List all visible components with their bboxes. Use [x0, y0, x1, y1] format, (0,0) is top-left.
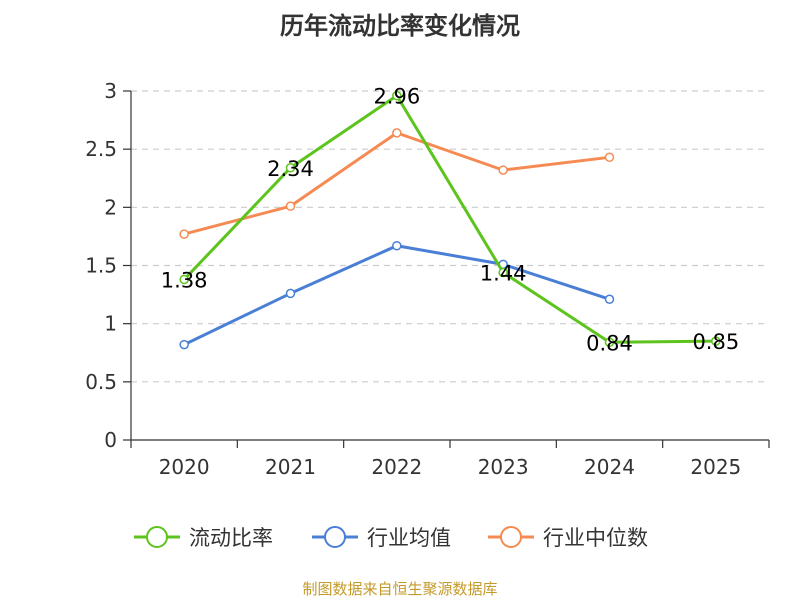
series-line: [183, 94, 716, 344]
legend-label: 行业中位数: [543, 526, 648, 550]
data-label: 2.96: [373, 85, 420, 109]
x-tick-label: 2025: [690, 455, 741, 479]
data-point: [392, 240, 402, 251]
data-point: [392, 90, 402, 101]
legend-marker: [324, 526, 346, 548]
y-tick-label: 0.5: [85, 370, 117, 394]
y-tick-label: 1: [104, 312, 117, 336]
x-tick-label: 2022: [371, 455, 422, 479]
data-point: [711, 336, 721, 346]
y-tick-label: 2.5: [85, 137, 117, 161]
data-point: [179, 274, 189, 285]
data-point: [498, 165, 508, 175]
data-point: [179, 339, 189, 350]
x-tick-label: 2024: [584, 455, 635, 479]
series-line: [183, 131, 610, 236]
x-tick-label: 2021: [265, 455, 316, 479]
data-label: 1.38: [161, 268, 208, 292]
data-point: [498, 267, 508, 278]
legend-label: 行业均值: [367, 526, 451, 550]
legend-marker: [146, 526, 168, 548]
y-tick-label: 1.5: [85, 254, 117, 278]
data-label: 1.44: [480, 261, 527, 285]
legend-marker: [500, 526, 522, 548]
data-point: [285, 201, 296, 211]
data-point: [604, 337, 615, 348]
data-point: [392, 128, 402, 138]
data-label: 0.84: [586, 331, 633, 355]
y-tick-label: 3: [104, 79, 117, 103]
x-tick-label: 2020: [159, 455, 210, 479]
data-label: 2.34: [267, 157, 314, 181]
series-line: [183, 244, 610, 346]
data-point: [285, 288, 296, 299]
y-tick-label: 2: [104, 195, 117, 219]
data-point: [604, 294, 615, 304]
data-point: [285, 163, 296, 173]
y-tick-label: 0: [104, 428, 117, 452]
data-point: [179, 229, 189, 239]
legend-label: 流动比率: [189, 526, 273, 550]
chart-title: 历年流动比率变化情况: [280, 12, 520, 40]
data-point: [604, 152, 615, 163]
data-label: 0.85: [692, 330, 739, 354]
x-tick-label: 2023: [478, 455, 529, 479]
source-note: 制图数据来自恒生聚源数据库: [302, 580, 498, 598]
